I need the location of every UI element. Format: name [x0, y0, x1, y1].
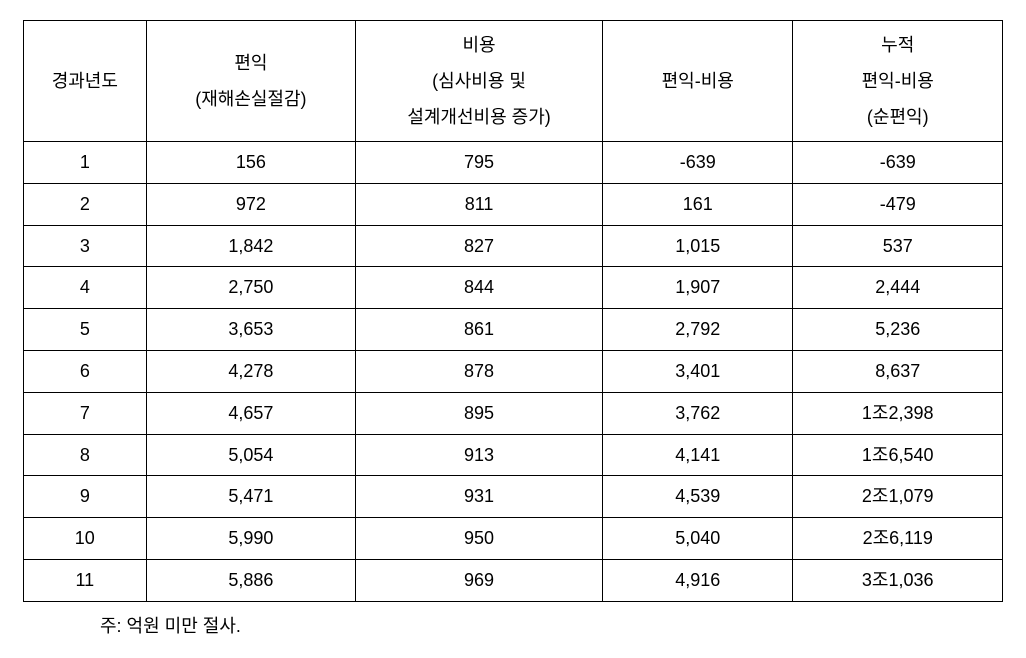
- cell-cost: 895: [356, 392, 603, 434]
- cell-year: 3: [24, 225, 147, 267]
- table-row: 53,6538612,7925,236: [24, 309, 1003, 351]
- header-cost: 비용 (심사비용 및 설계개선비용 증가): [356, 21, 603, 142]
- footnote: 주: 억원 미만 절사.: [20, 612, 1026, 638]
- cell-benefit: 5,886: [146, 559, 356, 601]
- table-row: 74,6578953,7621조2,398: [24, 392, 1003, 434]
- table-row: 31,8428271,015537: [24, 225, 1003, 267]
- table-body: 1156795-639-6392972811161-47931,8428271,…: [24, 142, 1003, 602]
- header-cumul: 누적 편익-비용 (순편익): [793, 21, 1003, 142]
- cell-cost: 950: [356, 518, 603, 560]
- cell-cumul: -479: [793, 183, 1003, 225]
- cell-cost: 969: [356, 559, 603, 601]
- cell-year: 9: [24, 476, 147, 518]
- cell-cumul: 8,637: [793, 350, 1003, 392]
- table-row: 115,8869694,9163조1,036: [24, 559, 1003, 601]
- table-row: 1156795-639-639: [24, 142, 1003, 184]
- cell-cost: 878: [356, 350, 603, 392]
- cell-year: 2: [24, 183, 147, 225]
- header-benefit-line2: (재해손실절감): [195, 89, 306, 109]
- cell-cost: 913: [356, 434, 603, 476]
- cell-diff: 1,015: [602, 225, 792, 267]
- cell-cumul: 1조6,540: [793, 434, 1003, 476]
- cell-diff: 3,401: [602, 350, 792, 392]
- header-benefit: 편익 (재해손실절감): [146, 21, 356, 142]
- cell-benefit: 156: [146, 142, 356, 184]
- table-row: 64,2788783,4018,637: [24, 350, 1003, 392]
- cell-benefit: 972: [146, 183, 356, 225]
- header-cost-line1: 비용: [463, 35, 496, 55]
- header-cumul-line3: (순편익): [867, 107, 929, 127]
- cell-year: 10: [24, 518, 147, 560]
- cell-year: 1: [24, 142, 147, 184]
- cell-diff: 4,916: [602, 559, 792, 601]
- cell-year: 11: [24, 559, 147, 601]
- cell-benefit: 5,471: [146, 476, 356, 518]
- cell-year: 4: [24, 267, 147, 309]
- cell-diff: 1,907: [602, 267, 792, 309]
- cell-cost: 861: [356, 309, 603, 351]
- cell-cost: 844: [356, 267, 603, 309]
- cell-cumul: -639: [793, 142, 1003, 184]
- header-benefit-line1: 편익: [234, 53, 267, 73]
- cell-benefit: 3,653: [146, 309, 356, 351]
- header-year: 경과년도: [24, 21, 147, 142]
- cell-diff: 3,762: [602, 392, 792, 434]
- header-diff: 편익-비용: [602, 21, 792, 142]
- cell-diff: 4,141: [602, 434, 792, 476]
- cell-diff: -639: [602, 142, 792, 184]
- header-diff-text: 편익-비용: [662, 71, 734, 91]
- cell-cumul: 5,236: [793, 309, 1003, 351]
- header-cost-line3: 설계개선비용 증가): [407, 107, 550, 127]
- header-cumul-line1: 누적: [881, 35, 914, 55]
- cell-cost: 931: [356, 476, 603, 518]
- cell-diff: 4,539: [602, 476, 792, 518]
- cell-diff: 2,792: [602, 309, 792, 351]
- table-row: 105,9909505,0402조6,119: [24, 518, 1003, 560]
- cell-diff: 161: [602, 183, 792, 225]
- table-row: 42,7508441,9072,444: [24, 267, 1003, 309]
- header-cost-line2: (심사비용 및: [432, 71, 526, 91]
- table-row: 2972811161-479: [24, 183, 1003, 225]
- cell-cost: 795: [356, 142, 603, 184]
- table-row: 85,0549134,1411조6,540: [24, 434, 1003, 476]
- cost-benefit-table: 경과년도 편익 (재해손실절감) 비용 (심사비용 및 설계개선비용 증가) 편…: [23, 20, 1003, 602]
- cell-cumul: 2조6,119: [793, 518, 1003, 560]
- cell-year: 8: [24, 434, 147, 476]
- cell-year: 6: [24, 350, 147, 392]
- cell-cost: 827: [356, 225, 603, 267]
- cell-cumul: 2조1,079: [793, 476, 1003, 518]
- cell-benefit: 4,657: [146, 392, 356, 434]
- cell-year: 7: [24, 392, 147, 434]
- header-year-text: 경과년도: [52, 71, 118, 91]
- header-cumul-line2: 편익-비용: [862, 71, 934, 91]
- table-row: 95,4719314,5392조1,079: [24, 476, 1003, 518]
- cell-benefit: 4,278: [146, 350, 356, 392]
- cell-benefit: 5,054: [146, 434, 356, 476]
- cell-benefit: 2,750: [146, 267, 356, 309]
- cell-year: 5: [24, 309, 147, 351]
- table-header-row: 경과년도 편익 (재해손실절감) 비용 (심사비용 및 설계개선비용 증가) 편…: [24, 21, 1003, 142]
- cell-cumul: 537: [793, 225, 1003, 267]
- cell-cumul: 3조1,036: [793, 559, 1003, 601]
- cell-diff: 5,040: [602, 518, 792, 560]
- cell-benefit: 1,842: [146, 225, 356, 267]
- cell-cumul: 2,444: [793, 267, 1003, 309]
- cell-cost: 811: [356, 183, 603, 225]
- cell-benefit: 5,990: [146, 518, 356, 560]
- cell-cumul: 1조2,398: [793, 392, 1003, 434]
